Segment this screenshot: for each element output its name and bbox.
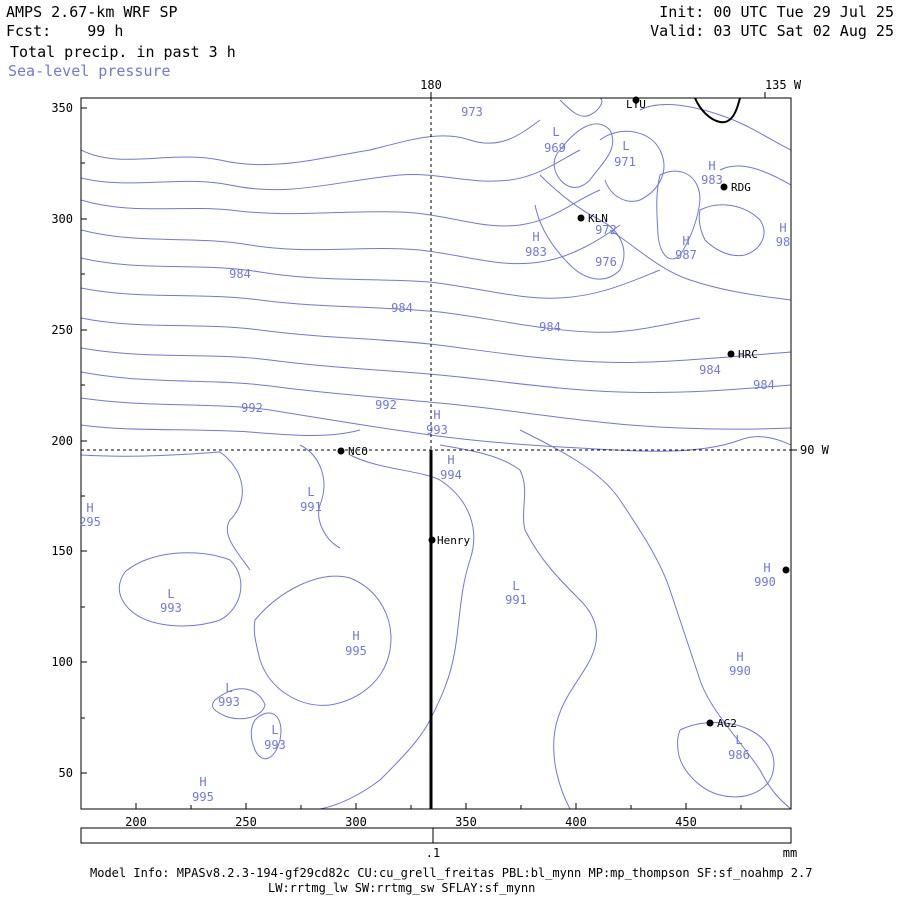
contour-label: 972	[595, 223, 617, 237]
lon-label-90w: 90 W	[800, 443, 830, 457]
x-tick-label: 250	[235, 815, 257, 829]
high-center: H	[352, 629, 359, 643]
field-precip-label: Total precip. in past 3 h	[10, 43, 236, 61]
station-label: KLN	[588, 212, 608, 225]
contour-label: 984	[391, 301, 413, 315]
model-info-line2: LW:rrtmg_lw SW:rrtmg_sw SFLAY:sf_mynn	[268, 881, 536, 895]
station-label: LYU	[626, 98, 646, 111]
station-marker	[720, 183, 728, 191]
contour-label: 990	[754, 575, 776, 589]
station-marker	[782, 566, 790, 574]
y-tick-label: 50	[59, 766, 73, 780]
contour-label: 984	[539, 320, 561, 334]
contour-label: 994	[440, 468, 462, 482]
station-marker	[337, 447, 345, 455]
contour-label: 98	[776, 235, 790, 249]
contour-label: 984	[699, 363, 721, 377]
plot-frame	[80, 97, 792, 810]
stations: LYU RDG KLN HRC NCO Henry AG2	[337, 96, 790, 730]
contour-labels: 973 969 971 983 972 983 976 987 98 984 9…	[79, 105, 790, 804]
contour-label: 987	[675, 248, 697, 262]
pressure-centers: L L H H H H H H L H L H L H H L L L H	[86, 125, 786, 789]
field-slp-label: Sea-level pressure	[8, 62, 171, 80]
contour-label: 983	[701, 173, 723, 187]
contour-label: 984	[753, 378, 775, 392]
y-tick-label: 250	[51, 323, 73, 337]
low-center: L	[552, 125, 559, 139]
high-center: H	[708, 159, 715, 173]
high-center: H	[433, 408, 440, 422]
model-title: AMPS 2.67-km WRF SP	[6, 3, 178, 21]
low-center: L	[622, 139, 629, 153]
contour-label: 993	[426, 423, 448, 437]
station-marker	[577, 214, 585, 222]
low-center: L	[167, 587, 174, 601]
precip-colorbar	[80, 827, 792, 844]
x-tick-label: 350	[455, 815, 477, 829]
colorbar-unit: mm	[783, 846, 797, 860]
coastline	[694, 98, 741, 124]
contour-label: 992	[375, 398, 397, 412]
lon-label-180: 180	[420, 78, 442, 92]
y-tick-label: 300	[51, 212, 73, 226]
low-center: L	[307, 485, 314, 499]
contour-label: 993	[264, 738, 286, 752]
high-center: H	[736, 650, 743, 664]
x-tick-label: 450	[675, 815, 697, 829]
contour-label: 295	[79, 515, 101, 529]
forecast-hour: Fcst: 99 h	[6, 22, 124, 40]
station-marker	[428, 536, 436, 544]
contour-label: 976	[595, 255, 617, 269]
contour-label: 993	[218, 695, 240, 709]
contour-label: 969	[544, 141, 566, 155]
contour-label: 983	[525, 245, 547, 259]
init-time: Init: 00 UTC Tue 29 Jul 25	[659, 3, 894, 21]
high-center: H	[199, 775, 206, 789]
x-tick-label: 300	[345, 815, 367, 829]
low-center: L	[271, 723, 278, 737]
station-label: Henry	[437, 534, 470, 547]
high-center: H	[779, 221, 786, 235]
contour-label: 990	[729, 664, 751, 678]
lon-label-135w: 135 W	[765, 78, 802, 92]
station-label: AG2	[717, 717, 737, 730]
y-tick-label: 350	[51, 101, 73, 115]
high-center: H	[682, 234, 689, 248]
contour-label: 992	[241, 401, 263, 415]
x-tick-label: 400	[565, 815, 587, 829]
contour-label: 984	[229, 267, 251, 281]
station-marker	[706, 719, 714, 727]
contour-label: 991	[505, 593, 527, 607]
x-tick-label: 200	[125, 815, 147, 829]
y-tick-label: 100	[51, 655, 73, 669]
high-center: H	[763, 561, 770, 575]
axis-ticks	[81, 92, 797, 809]
contour-label: 995	[345, 644, 367, 658]
low-center: L	[225, 681, 232, 695]
low-center: L	[735, 733, 742, 747]
high-center: H	[532, 230, 539, 244]
contour-label: 991	[300, 500, 322, 514]
station-label: RDG	[731, 181, 751, 194]
contour-label: 971	[614, 155, 636, 169]
contour-label: 995	[192, 790, 214, 804]
model-info-line1: Model Info: MPASv8.2.3-194-gf29cd82c CU:…	[90, 866, 813, 880]
contour-label: 973	[461, 105, 483, 119]
station-marker	[632, 96, 640, 104]
station-label: NCO	[348, 445, 368, 458]
station-marker	[727, 350, 735, 358]
high-center: H	[447, 453, 454, 467]
colorbar-tick: .1	[426, 846, 440, 860]
low-center: L	[512, 579, 519, 593]
contour-label: 986	[728, 748, 750, 762]
station-label: HRC	[738, 348, 758, 361]
high-center: H	[86, 501, 93, 515]
valid-time: Valid: 03 UTC Sat 02 Aug 25	[650, 22, 894, 40]
y-tick-label: 200	[51, 434, 73, 448]
slp-contours	[81, 98, 791, 809]
contour-label: 993	[160, 601, 182, 615]
y-tick-label: 150	[51, 544, 73, 558]
